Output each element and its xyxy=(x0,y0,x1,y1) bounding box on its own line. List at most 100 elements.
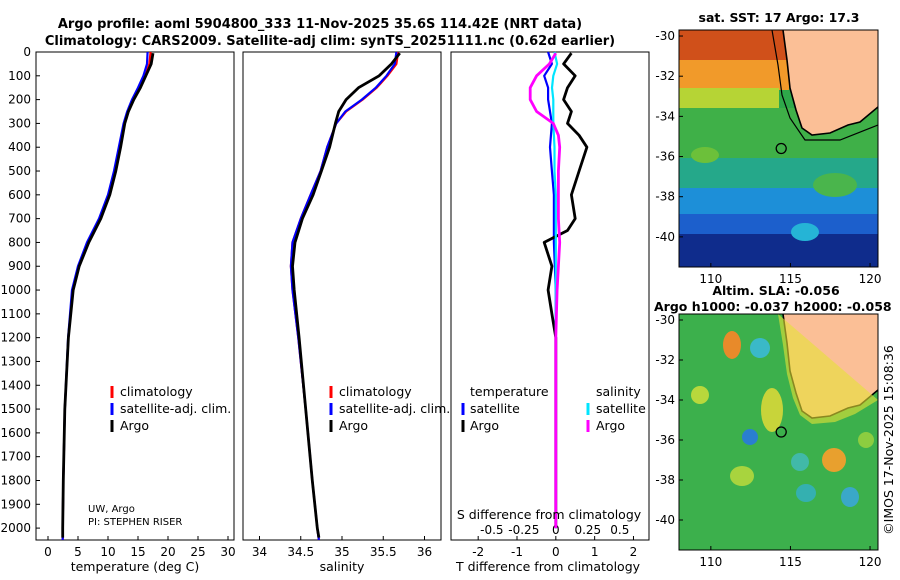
sla-patch-yellow-4 xyxy=(858,432,874,448)
series-salinity-argo xyxy=(528,52,562,529)
sla-patch-cool-1 xyxy=(750,338,770,358)
sla-patch-cool-3 xyxy=(841,487,859,507)
map-x-tick-label: 120 xyxy=(859,272,882,286)
map-y-tick-label: -32 xyxy=(655,69,675,83)
map-y-tick-label: -40 xyxy=(655,513,675,527)
depth-tick-label: 1700 xyxy=(0,450,31,464)
sla-map-title: Altim. SLA: -0.056 xyxy=(712,283,840,298)
x-tick-label: 15 xyxy=(130,545,145,559)
title-line-1: Argo profile: aoml 5904800_333 11-Nov-20… xyxy=(58,17,582,32)
sla-map-frame xyxy=(678,313,879,551)
sst-yellow-band xyxy=(679,88,779,110)
s-tick-label: 0.5 xyxy=(610,523,629,537)
legend-satellite: satellite-adj. clim. xyxy=(120,401,231,416)
map-y-tick-label: -40 xyxy=(655,230,675,244)
legend-argo: Argo xyxy=(120,418,149,433)
map-y-tick-label: -36 xyxy=(655,433,675,447)
x-tick-label: 34.5 xyxy=(287,545,314,559)
x-tick-label: -1 xyxy=(511,545,523,559)
s-tick-label: -0.5 xyxy=(480,523,503,537)
salinity-panel: 34 34.5 35 35.5 36 salinity climatology sate… xyxy=(242,51,450,574)
x-tick-label: 36 xyxy=(417,545,432,559)
s-tick-label: 0 xyxy=(552,523,560,537)
depth-tick-label: 1500 xyxy=(0,402,31,416)
sst-darkblue-band xyxy=(679,234,878,267)
temperature-panel: 0100200300400500600700800900100011001200… xyxy=(0,45,455,574)
series-temperature-argo xyxy=(542,52,589,529)
x-tick-label: 0 xyxy=(44,545,52,559)
legend-satellite: satellite-adj. clim. xyxy=(339,401,450,416)
depth-tick-label: 400 xyxy=(8,140,31,154)
difference-panel: -2 -1 0 1 2 -0.5 -0.25 0 0.25 0.5 T difference f… xyxy=(450,51,650,574)
x-tick-label: 10 xyxy=(100,545,115,559)
timestamp: ©IMOS 17-Nov-2025 15:08:36 xyxy=(881,345,896,535)
s-tick-label: -0.25 xyxy=(508,523,539,537)
legend-salinity-title: salinity xyxy=(596,384,641,399)
depth-tick-label: 2000 xyxy=(0,521,31,535)
sla-coastal-band xyxy=(778,314,878,424)
x-tick-label: 2 xyxy=(630,545,638,559)
depth-tick-label: 700 xyxy=(8,212,31,226)
sla-patch-cool-2 xyxy=(791,453,809,471)
x-tick-label: -2 xyxy=(472,545,484,559)
sla-argo-marker xyxy=(775,426,787,438)
map-x-tick-label: 115 xyxy=(779,555,802,569)
sla-patch-cool-4 xyxy=(796,484,816,502)
x-tick-label: 34 xyxy=(252,545,267,559)
depth-tick-label: 0 xyxy=(23,45,31,59)
depth-tick-label: 1200 xyxy=(0,331,31,345)
map-y-tick-label: -38 xyxy=(655,190,675,204)
sla-patch-blue-1 xyxy=(742,429,758,445)
map-x-tick-label: 110 xyxy=(699,272,722,286)
sst-map: sat. SST: 17 Argo: 17.3 110 115 120 -30 -32 -… xyxy=(655,10,881,286)
s-difference-label: S difference from climatology xyxy=(457,507,642,522)
depth-tick-label: 1300 xyxy=(0,354,31,368)
map-x-tick-label: 110 xyxy=(699,555,722,569)
credit-line-1: UW, Argo xyxy=(88,504,135,515)
depth-tick-label: 1600 xyxy=(0,426,31,440)
sla-patch-yellow-3 xyxy=(730,466,754,486)
sla-map-subtitle: Argo h1000: -0.037 h2000: -0.058 xyxy=(654,299,892,314)
map-y-tick-label: -36 xyxy=(655,150,675,164)
depth-tick-label: 1800 xyxy=(0,473,31,487)
salinity-legend: climatology satellite-adj. clim. Argo xyxy=(329,384,450,433)
sst-warm-band-2 xyxy=(679,60,789,90)
sst-blue-band xyxy=(679,214,878,236)
title-line-2: Climatology: CARS2009. Satellite-adj cli… xyxy=(45,34,615,49)
depth-tick-label: 200 xyxy=(8,93,31,107)
map-y-tick-label: -30 xyxy=(655,29,675,43)
x-tick-label: 25 xyxy=(190,545,205,559)
sla-patch-warm-1 xyxy=(723,331,741,359)
sla-map-field xyxy=(679,314,878,550)
legend-t-argo: Argo xyxy=(470,418,499,433)
series-argo xyxy=(61,52,155,538)
legend-temperature-title: temperature xyxy=(470,384,549,399)
series-argo xyxy=(291,52,401,538)
sst-contour xyxy=(771,30,878,141)
sst-map-frame xyxy=(678,29,879,268)
map-y-tick-label: -32 xyxy=(655,353,675,367)
legend-t-satellite: satellite xyxy=(470,401,520,416)
salinity-xlabel: salinity xyxy=(320,559,365,574)
depth-tick-label: 500 xyxy=(8,164,31,178)
map-y-tick-label: -30 xyxy=(655,313,675,327)
depth-tick-label: 1100 xyxy=(0,307,31,321)
sst-land xyxy=(783,30,878,135)
legend-s-argo: Argo xyxy=(596,418,625,433)
x-tick-label: 35.5 xyxy=(370,545,397,559)
temperature-axes-box xyxy=(35,51,235,541)
depth-tick-label: 1900 xyxy=(0,497,31,511)
sst-argo-marker xyxy=(775,142,787,155)
map-y-tick-label: -38 xyxy=(655,473,675,487)
sla-patch-yellow-2 xyxy=(691,386,709,404)
temperature-legend: climatology satellite-adj. clim. Argo xyxy=(110,384,231,433)
sst-map-field xyxy=(679,30,878,267)
map-y-tick-label: -34 xyxy=(655,393,675,407)
depth-tick-label: 800 xyxy=(8,235,31,249)
sla-map: Altim. SLA: -0.056 Argo h1000: -0.037 h2… xyxy=(654,283,892,569)
x-tick-label: 5 xyxy=(74,545,82,559)
depth-tick-label: 100 xyxy=(8,69,31,83)
sst-patch-1 xyxy=(691,147,719,163)
depth-tick-label: 1000 xyxy=(0,283,31,297)
